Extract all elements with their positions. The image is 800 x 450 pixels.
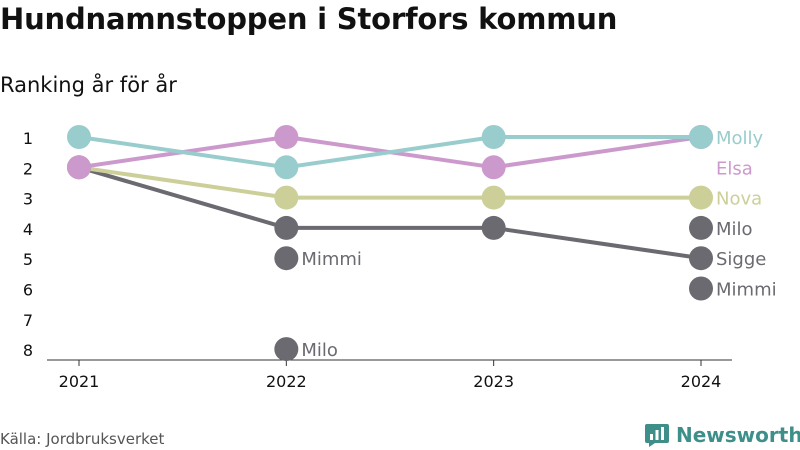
brand-name: Newsworthy	[676, 423, 800, 447]
y-tick-label: 8	[23, 341, 33, 360]
y-tick-label: 6	[23, 281, 33, 300]
x-tick-label: 2021	[59, 372, 100, 391]
point-label-mimmi: Mimmi	[301, 249, 362, 270]
brand-logo: Newsworthy	[644, 420, 800, 450]
series-line-elsa	[491, 135, 703, 170]
chart-title: Hundnamnstoppen i Storfors kommun	[0, 2, 618, 36]
x-tick-label: 2024	[681, 372, 722, 391]
series-line-sigge	[491, 225, 703, 261]
y-tick-label: 4	[23, 220, 33, 239]
series-points	[67, 125, 713, 362]
newsworthy-logo-icon	[645, 424, 669, 447]
data-point-nova	[689, 185, 713, 210]
point-label-mimmi: Mimmi	[716, 280, 777, 301]
data-point-elsa	[67, 155, 91, 180]
chart-subtitle: Ranking år för år	[0, 73, 177, 97]
y-axis: 1 2 3 4 5 6 7 8	[23, 129, 33, 360]
source-note: Källa: Jordbruksverket	[0, 430, 165, 448]
series-line-nova	[77, 165, 289, 200]
data-point-milo	[689, 215, 713, 240]
data-point-nova	[481, 185, 506, 210]
point-label-molly: Molly	[716, 128, 764, 149]
series-line-molly	[284, 135, 496, 170]
data-point-sigge	[481, 215, 506, 240]
series-line-sigge	[77, 165, 289, 230]
data-point-molly	[481, 125, 506, 149]
y-tick-label: 1	[23, 129, 33, 148]
point-label-sigge: Sigge	[716, 249, 766, 270]
data-point-milo	[274, 337, 299, 362]
data-point-elsa	[274, 125, 299, 149]
point-label-nova: Nova	[716, 189, 762, 210]
point-label-elsa: Elsa	[716, 158, 753, 179]
data-point-sigge	[689, 246, 713, 271]
ranking-chart: 1 2 3 4 5 6 7 8 2021 2022 2023 2024 Mimmi Milo Molly…	[23, 125, 777, 391]
y-tick-label: 5	[23, 250, 33, 269]
series-lines	[77, 135, 703, 261]
y-tick-label: 3	[23, 190, 33, 209]
point-label-milo: Milo	[301, 340, 338, 361]
y-tick-label: 2	[23, 159, 33, 178]
data-point-nova	[274, 185, 299, 210]
data-point-molly	[689, 125, 713, 149]
point-labels: Mimmi Milo Molly Elsa Nova Milo Sigge Mimmi	[301, 128, 776, 361]
data-point-mimmi	[689, 276, 713, 301]
series-line-molly	[77, 135, 289, 170]
x-axis: 2021 2022 2023 2024	[47, 359, 732, 391]
data-point-molly	[274, 155, 299, 180]
data-point-sigge	[274, 215, 299, 240]
point-label-milo: Milo	[716, 219, 753, 240]
data-point-elsa	[481, 155, 506, 180]
x-tick-label: 2023	[473, 372, 514, 391]
data-point-mimmi	[274, 246, 299, 271]
x-tick-label: 2022	[266, 372, 307, 391]
data-point-molly	[67, 125, 91, 149]
y-tick-label: 7	[23, 311, 33, 330]
